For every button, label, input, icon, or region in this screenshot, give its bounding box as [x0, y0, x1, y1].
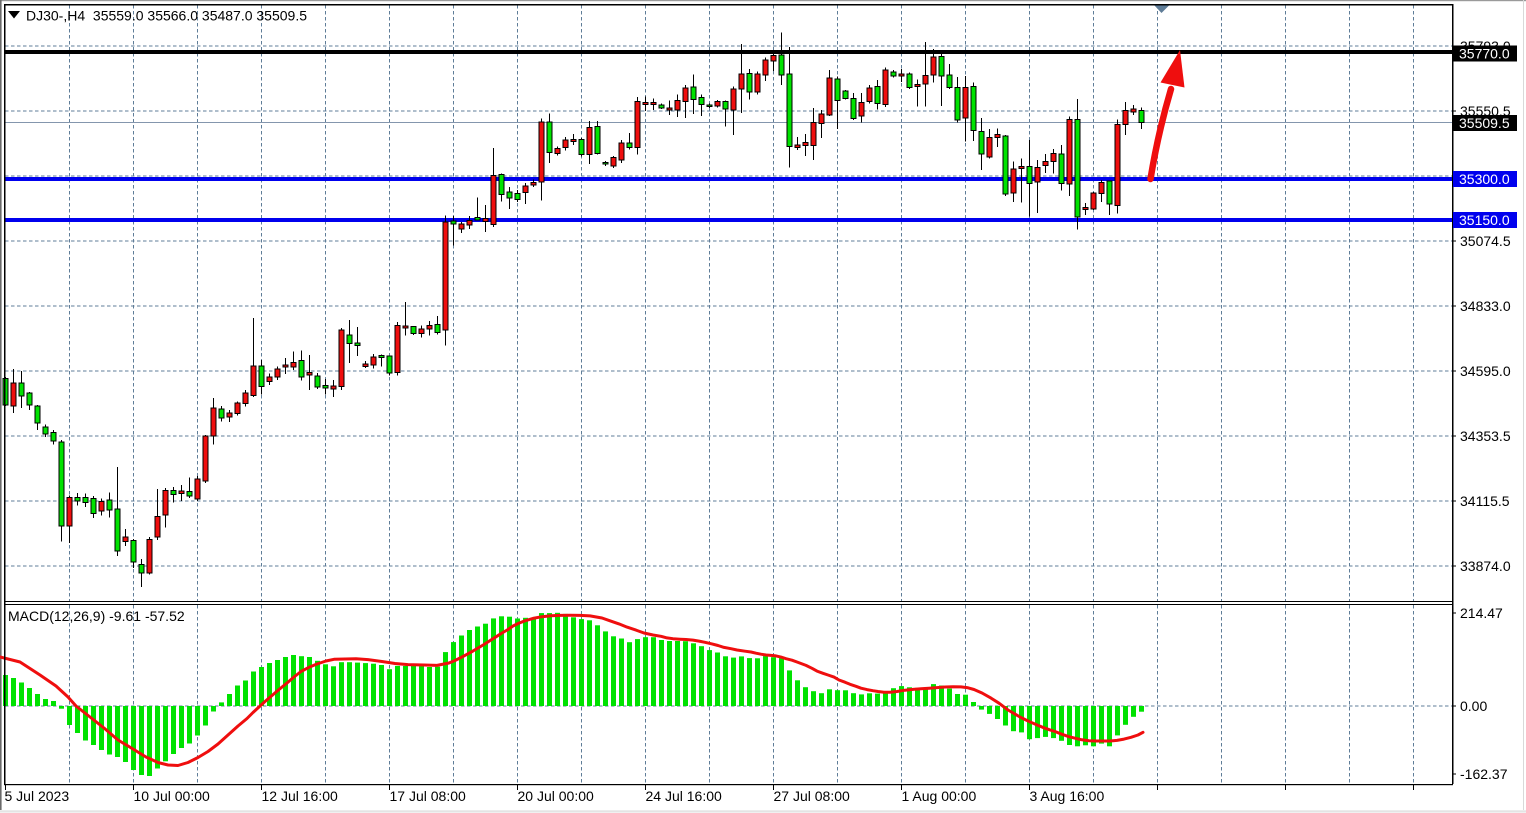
svg-text:1 Aug 00:00: 1 Aug 00:00 [902, 788, 977, 804]
svg-text:10 Jul 00:00: 10 Jul 00:00 [134, 788, 210, 804]
svg-text:12 Jul 16:00: 12 Jul 16:00 [262, 788, 338, 804]
svg-text:34353.5: 34353.5 [1460, 428, 1511, 444]
svg-text:20 Jul 00:00: 20 Jul 00:00 [518, 788, 594, 804]
svg-text:35300.0: 35300.0 [1459, 171, 1510, 187]
svg-text:35770.0: 35770.0 [1459, 46, 1510, 62]
svg-text:34833.0: 34833.0 [1460, 298, 1511, 314]
svg-text:34595.0: 34595.0 [1460, 363, 1511, 379]
svg-text:24 Jul 16:00: 24 Jul 16:00 [646, 788, 722, 804]
svg-text:27 Jul 08:00: 27 Jul 08:00 [774, 788, 850, 804]
svg-text:35150.0: 35150.0 [1459, 212, 1510, 228]
svg-text:214.47: 214.47 [1460, 605, 1503, 621]
svg-text:0.00: 0.00 [1460, 698, 1487, 714]
svg-text:35074.5: 35074.5 [1460, 233, 1511, 249]
svg-text:35509.5: 35509.5 [1459, 115, 1510, 131]
svg-text:5 Jul 2023: 5 Jul 2023 [5, 788, 70, 804]
svg-text:MACD(12,26,9) -9.61 -57.52: MACD(12,26,9) -9.61 -57.52 [8, 608, 185, 624]
svg-text:17 Jul 08:00: 17 Jul 08:00 [390, 788, 466, 804]
svg-text:33874.0: 33874.0 [1460, 558, 1511, 574]
svg-text:3 Aug 16:00: 3 Aug 16:00 [1030, 788, 1105, 804]
svg-text:34115.5: 34115.5 [1460, 493, 1510, 509]
svg-text:-162.37: -162.37 [1460, 766, 1508, 782]
svg-text:DJ30-,H4 35559.0 35566.0 3548: DJ30-,H4 35559.0 35566.0 35487.0 35509.5 [26, 8, 307, 24]
